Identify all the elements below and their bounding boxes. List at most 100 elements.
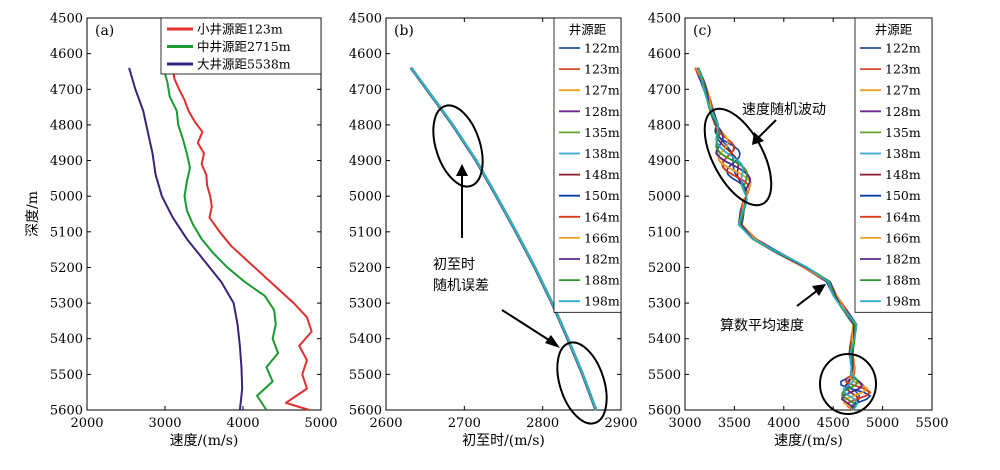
legend-entry: 164m	[584, 209, 620, 224]
y-tick-label: 5500	[648, 368, 681, 383]
legend-entry: 150m	[885, 188, 921, 203]
annotation-random-error: 随机误差	[433, 278, 489, 294]
y-tick-label: 4800	[648, 118, 681, 133]
legend-entry: 小井源距123m	[197, 22, 283, 37]
series-line-127m	[695, 67, 869, 411]
y-tick-label: 5400	[50, 332, 83, 347]
y-tick-label: 5200	[50, 261, 83, 276]
y-tick-label: 5300	[648, 297, 681, 312]
legend-entry: 135m	[584, 125, 620, 140]
legend-entry: 123m	[584, 62, 620, 77]
x-tick-label: 5000	[866, 416, 899, 431]
y-tick-label: 4900	[349, 154, 382, 169]
panel-label: (a)	[95, 23, 114, 39]
y-tick-label: 4500	[648, 12, 681, 27]
panel-c: 4500 4600 4700 4800 4900 5000 5100 5200 5300 5400…	[648, 12, 949, 450]
legend-title: 井源距	[569, 22, 607, 37]
legend-entry: 127m	[584, 83, 620, 98]
legend-entry: 138m	[584, 146, 620, 161]
y-tick-label: 5000	[349, 190, 382, 205]
y-tick-label: 4500	[50, 12, 83, 27]
x-tick-label: 4500	[817, 416, 850, 431]
x-tick-label: 3000	[668, 416, 701, 431]
y-tick-label: 5600	[349, 404, 382, 419]
y-tick-label: 5500	[50, 368, 83, 383]
x-tick-label: 2800	[526, 416, 559, 431]
legend-entry: 198m	[584, 294, 620, 309]
arrowhead	[752, 132, 764, 145]
series-line-2	[162, 67, 280, 411]
y-tick-label: 4700	[50, 83, 83, 98]
series-line-1	[171, 67, 313, 411]
y-tick-label: 4600	[349, 47, 382, 62]
legend-entry: 148m	[584, 167, 620, 182]
arrowhead	[456, 164, 468, 176]
y-tick-label: 4600	[50, 47, 83, 62]
y-tick-label: 5600	[50, 404, 83, 419]
legend-entry: 188m	[885, 273, 921, 288]
legend-entry: 198m	[885, 294, 921, 309]
legend-entry: 166m	[885, 230, 921, 245]
legend-entry: 128m	[885, 104, 921, 119]
legend-title: 井源距	[875, 22, 913, 37]
legend-entry: 150m	[584, 188, 620, 203]
series-line-150m	[694, 67, 872, 411]
legend-entry: 188m	[584, 273, 620, 288]
series-line-128m	[696, 67, 864, 411]
legend-entry: 122m	[885, 41, 921, 56]
y-tick-label: 5100	[648, 225, 681, 240]
x-axis-label: 速度/(m/s)	[170, 433, 239, 449]
x-tick-label: 2600	[369, 416, 402, 431]
y-tick-label: 5500	[349, 368, 382, 383]
y-tick-label: 5100	[349, 225, 382, 240]
y-tick-label: 5200	[648, 261, 681, 276]
y-tick-label: 5200	[349, 261, 382, 276]
y-tick-label: 4600	[648, 47, 681, 62]
legend-entry: 128m	[584, 104, 620, 119]
series-line-166m	[695, 67, 868, 411]
y-tick-label: 4900	[50, 154, 83, 169]
legend-box	[854, 17, 933, 313]
annotation-velocity-fluctuation: 速度随机波动	[742, 102, 826, 118]
x-tick-label: 4000	[767, 416, 800, 431]
panel-a: 4500 4600 4700 4800 4900 5000 5100 5200 5300 5400…	[25, 12, 338, 450]
y-tick-label: 4700	[648, 83, 681, 98]
series-line-164m	[694, 67, 871, 411]
series-line-3	[128, 67, 244, 411]
y-tick-label: 5300	[349, 297, 382, 312]
y-tick-label: 5300	[50, 297, 83, 312]
fluctuation-ellipse	[819, 353, 877, 415]
y-tick-label: 4900	[648, 154, 681, 169]
y-tick-label: 4800	[349, 118, 382, 133]
y-tick-label: 4800	[50, 118, 83, 133]
x-tick-label: 3000	[148, 416, 181, 431]
x-tick-label: 2900	[604, 416, 637, 431]
panel-label: (b)	[394, 23, 414, 39]
y-tick-label: 5000	[50, 190, 83, 205]
y-tick-label: 5600	[648, 404, 681, 419]
arrowhead	[545, 335, 560, 348]
x-tick-label: 2000	[70, 416, 103, 431]
y-tick-label: 5100	[50, 225, 83, 240]
annotation-first-arrival: 初至时	[433, 256, 475, 273]
legend-entry: 148m	[885, 167, 921, 182]
y-tick-label: 4700	[349, 83, 382, 98]
legend-entry: 123m	[885, 62, 921, 77]
panel-label: (c)	[693, 23, 712, 39]
y-tick-label: 5400	[648, 332, 681, 347]
panel-b: 4500 4600 4700 4800 4900 5000 5100 5200 5300 5400…	[349, 12, 638, 450]
legend-entry: 182m	[885, 252, 921, 267]
legend-entry: 127m	[885, 83, 921, 98]
legend-entry: 122m	[584, 41, 620, 56]
legend-entry: 138m	[885, 146, 921, 161]
annotation-arrow	[501, 309, 553, 343]
legend-box	[553, 17, 622, 313]
plot-frame	[86, 17, 322, 411]
legend-entry: 135m	[885, 125, 921, 140]
x-tick-label: 5000	[304, 416, 337, 431]
series-line-182m	[696, 67, 863, 411]
y-tick-label: 5000	[648, 190, 681, 205]
legend-entry: 164m	[885, 209, 921, 224]
y-tick-label: 4500	[349, 12, 382, 27]
fluctuation-ellipse	[703, 107, 773, 207]
